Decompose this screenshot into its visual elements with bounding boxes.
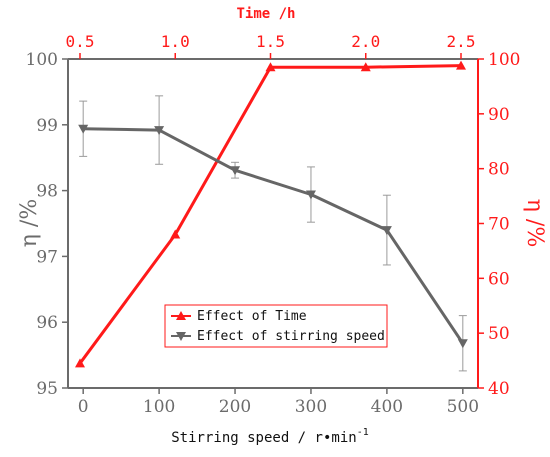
y-right-tick-label: 40 bbox=[488, 379, 510, 399]
y-right-tick-label: 80 bbox=[488, 160, 510, 180]
x-bottom-tick-label: 500 bbox=[447, 397, 479, 417]
x-top-tick-label: 2.5 bbox=[447, 32, 476, 51]
x-bottom-tick-label: 300 bbox=[295, 397, 327, 417]
x-top-tick-label: 0.5 bbox=[66, 32, 95, 51]
data-point bbox=[265, 62, 276, 72]
y-right-tick-label: 50 bbox=[488, 324, 510, 344]
x-bottom-tick-label: 0 bbox=[78, 397, 89, 417]
legend-label-speed: Effect of stirring speed bbox=[197, 329, 385, 344]
y-right-tick-label: 90 bbox=[488, 105, 510, 125]
y-left-tick-label: 99 bbox=[36, 116, 58, 136]
x-bottom-axis-title-text: Stirring speed / r•min bbox=[171, 430, 356, 446]
y-left-tick-label: 98 bbox=[36, 182, 58, 202]
series-time bbox=[75, 60, 466, 368]
data-point bbox=[154, 126, 165, 136]
legend-box bbox=[164, 304, 388, 348]
data-point bbox=[78, 124, 89, 134]
y-left-tick-label: 100 bbox=[26, 50, 58, 70]
data-point bbox=[381, 226, 392, 236]
x-bottom-tick-label: 200 bbox=[219, 397, 251, 417]
data-point bbox=[170, 229, 181, 239]
y-right-axis-title: η /% bbox=[522, 199, 547, 248]
y-right-tick-label: 100 bbox=[488, 50, 520, 70]
y-left-axis-title: η /% bbox=[17, 199, 42, 248]
ticks: 0 100 200 300 400 500 0.5 1.0 1.5 2.0 2.5 95 96 97 98 9… bbox=[26, 32, 521, 417]
legend-marker-speed bbox=[176, 332, 186, 341]
series-line bbox=[83, 127, 465, 345]
y-left-tick-label: 97 bbox=[36, 247, 58, 267]
x-bottom-axis-title-sup: -1 bbox=[357, 427, 369, 438]
x-bottom-tick-label: 400 bbox=[371, 397, 403, 417]
y-right-tick-label: 70 bbox=[488, 215, 510, 235]
y-right-tick-label: 60 bbox=[488, 269, 510, 289]
legend-label-time: Effect of Time bbox=[197, 309, 307, 324]
x-top-axis-title: Time /h bbox=[236, 6, 295, 22]
x-top-tick-label: 2.0 bbox=[351, 32, 380, 51]
x-top-tick-label: 1.0 bbox=[161, 32, 190, 51]
data-point bbox=[360, 62, 371, 72]
data-point bbox=[305, 190, 316, 200]
data-point bbox=[457, 339, 468, 349]
legend: Effect of Time Effect of stirring speed bbox=[164, 304, 388, 348]
x-bottom-tick-label: 100 bbox=[143, 397, 175, 417]
series bbox=[75, 60, 468, 372]
x-bottom-axis-title: Stirring speed / r•min-1 bbox=[171, 427, 368, 446]
data-point bbox=[75, 358, 85, 368]
series-stirring-speed bbox=[78, 95, 468, 372]
data-point bbox=[230, 166, 241, 176]
legend-marker-time bbox=[176, 311, 186, 320]
y-left-tick-label: 96 bbox=[36, 313, 58, 333]
y-left-tick-label: 95 bbox=[36, 379, 58, 399]
data-point bbox=[456, 60, 466, 70]
x-top-tick-label: 1.5 bbox=[256, 32, 285, 51]
